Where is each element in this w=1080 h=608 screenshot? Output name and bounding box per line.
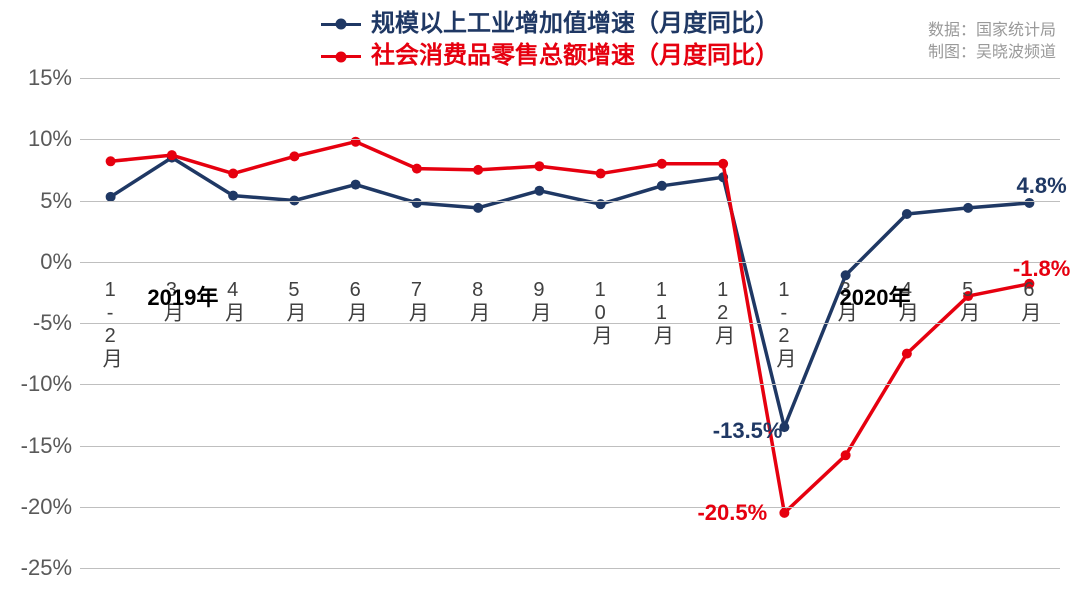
x-axis-label: 1-2月: [96, 279, 125, 369]
y-axis-label: -20%: [21, 494, 80, 520]
legend-dot: [336, 51, 347, 62]
data-label: -20.5%: [697, 500, 767, 526]
series-marker-industrial: [657, 181, 667, 191]
x-axis-label: 5月: [954, 279, 983, 323]
series-marker-industrial: [351, 180, 361, 190]
series-marker-retail: [779, 508, 789, 518]
legend-dot: [336, 19, 347, 30]
series-marker-retail: [228, 169, 238, 179]
x-axis-label: 7月: [402, 279, 431, 323]
series-marker-retail: [841, 450, 851, 460]
plot-area: 15%10%5%0%-5%-10%-15%-20%-25%1-2月3月4月5月6…: [80, 78, 1060, 568]
x-axis-label: 1-2月: [770, 279, 799, 369]
data-label: -1.8%: [1013, 256, 1070, 282]
gridline: [80, 262, 1060, 263]
y-axis-label: -5%: [33, 310, 80, 336]
x-axis-label: 9月: [525, 279, 554, 323]
x-axis-label: 5月: [280, 279, 309, 323]
gridline: [80, 507, 1060, 508]
y-axis-label: 10%: [28, 126, 80, 152]
x-axis-label: 4月: [219, 279, 248, 323]
y-axis-label: -10%: [21, 371, 80, 397]
gridline: [80, 139, 1060, 140]
gridline: [80, 446, 1060, 447]
legend-label: 规模以上工业增加值增速（月度同比）: [371, 8, 779, 40]
chart-container: 规模以上工业增加值增速（月度同比）社会消费品零售总额增速（月度同比） 数据：国家…: [0, 0, 1080, 608]
series-marker-industrial: [1024, 198, 1034, 208]
year-annotation: 2019年: [147, 280, 218, 312]
gridline: [80, 323, 1060, 324]
data-label: 4.8%: [1017, 173, 1067, 199]
x-axis-label: 8月: [464, 279, 493, 323]
series-marker-retail: [902, 349, 912, 359]
series-marker-retail: [412, 164, 422, 174]
y-axis-label: -25%: [21, 555, 80, 581]
y-axis-label: 5%: [40, 188, 80, 214]
gridline: [80, 384, 1060, 385]
x-axis-label: 10月: [586, 279, 615, 346]
series-marker-retail: [534, 161, 544, 171]
legend-marker: [321, 23, 361, 26]
x-axis-label: 6月: [341, 279, 370, 323]
legend-marker: [321, 55, 361, 58]
series-marker-industrial: [228, 191, 238, 201]
legend-item: 社会消费品零售总额增速（月度同比）: [220, 40, 880, 72]
legend: 规模以上工业增加值增速（月度同比）社会消费品零售总额增速（月度同比）: [220, 8, 880, 73]
series-marker-retail: [596, 169, 606, 179]
year-annotation: 2020年: [840, 280, 911, 312]
series-marker-industrial: [963, 203, 973, 213]
legend-label: 社会消费品零售总额增速（月度同比）: [371, 40, 779, 72]
credit-line: 数据：国家统计局: [928, 20, 1056, 42]
credit-line: 制图：吴晓波频道: [928, 42, 1056, 64]
series-marker-retail: [473, 165, 483, 175]
series-marker-industrial: [902, 209, 912, 219]
data-label: -13.5%: [713, 418, 783, 444]
x-axis-label: 11月: [647, 279, 676, 346]
series-marker-retail: [351, 137, 361, 147]
series-marker-retail: [657, 159, 667, 169]
y-axis-label: -15%: [21, 433, 80, 459]
series-marker-retail: [718, 159, 728, 169]
legend-item: 规模以上工业增加值增速（月度同比）: [220, 8, 880, 40]
gridline: [80, 568, 1060, 569]
x-axis-label: 6月: [1015, 279, 1044, 323]
y-axis-label: 0%: [40, 249, 80, 275]
y-axis-label: 15%: [28, 65, 80, 91]
gridline: [80, 78, 1060, 79]
series-marker-industrial: [412, 198, 422, 208]
series-marker-retail: [289, 151, 299, 161]
series-marker-industrial: [473, 203, 483, 213]
series-marker-industrial: [534, 186, 544, 196]
series-marker-retail: [106, 156, 116, 166]
credits: 数据：国家统计局制图：吴晓波频道: [928, 20, 1056, 63]
gridline: [80, 201, 1060, 202]
series-marker-retail: [167, 150, 177, 160]
x-axis-label: 12月: [709, 279, 738, 346]
